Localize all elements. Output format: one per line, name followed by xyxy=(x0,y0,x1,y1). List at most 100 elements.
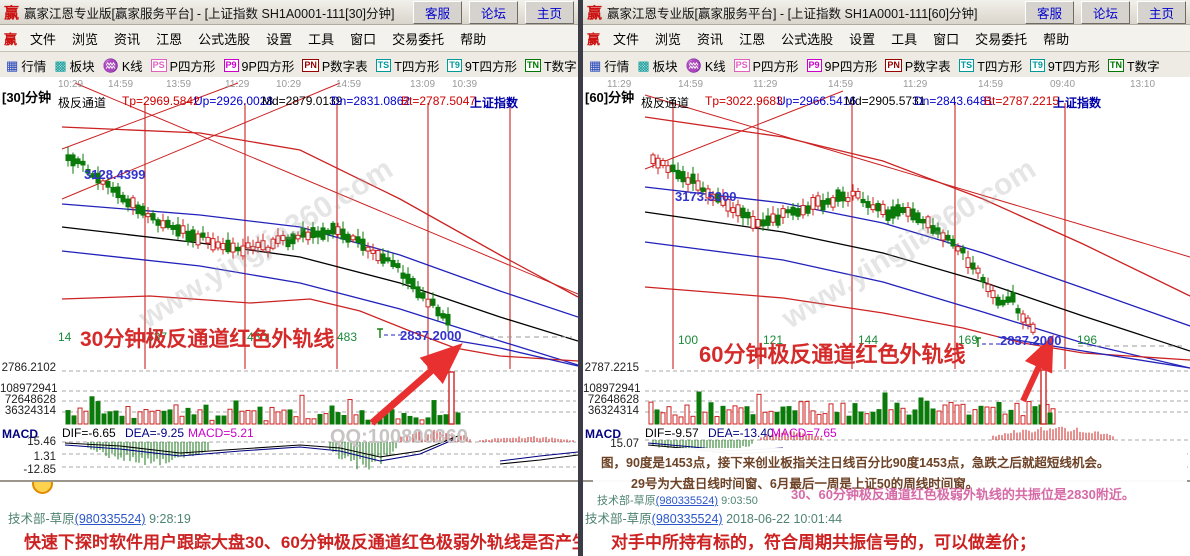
titlebar-links: 客服 论坛 主页 xyxy=(406,0,574,24)
toolbar-badge-icon: T9 xyxy=(1030,59,1045,72)
menu-item-5[interactable]: 设置 xyxy=(266,31,293,47)
volume-axis-label: 108972941 xyxy=(583,383,641,395)
macd-label: MACD xyxy=(585,427,621,441)
legend-tp: Tp=3022.9683 xyxy=(705,94,783,108)
titlebar-button-0[interactable]: 客服 xyxy=(1024,0,1074,24)
chart-area[interactable]: [30]分钟 10:29 14:59 13:59 11:29 10:29 14:59 13:… xyxy=(0,77,578,480)
time-tick: 11:29 xyxy=(607,79,632,90)
volume-axis-label: 36324314 xyxy=(4,405,56,417)
menu-item-0[interactable]: 文件 xyxy=(613,31,640,47)
menu-items: 文件 浏览 资讯 江恩 公式选股 设置 工具 窗口 交易委托 帮助 xyxy=(22,27,494,50)
app-logo-icon: 赢 xyxy=(587,31,601,47)
toolbar-button-8[interactable]: TN T数字 xyxy=(1106,56,1162,75)
toolbar-button-1[interactable]: ▩ 板块 xyxy=(635,56,679,75)
toolbar-button-3[interactable]: PS P四方形 xyxy=(149,56,218,75)
toolbar-button-0[interactable]: ▦ 行情 xyxy=(587,56,631,75)
menu-item-3[interactable]: 江恩 xyxy=(739,31,766,47)
menu-item-8[interactable]: 交易委托 xyxy=(392,31,445,47)
toolbar-button-4[interactable]: P9 9P四方形 xyxy=(805,56,880,75)
time-tick: 10:29 xyxy=(58,79,84,90)
toolbar-label: 9P四方形 xyxy=(824,60,878,74)
titlebar-button-1[interactable]: 论坛 xyxy=(1080,0,1130,24)
time-tick: 10:29 xyxy=(276,79,302,90)
menu-item-3[interactable]: 江恩 xyxy=(156,31,183,47)
legend-md: Md=2905.5731 xyxy=(845,94,926,108)
price-axis-label: 2787.2215 xyxy=(584,362,639,374)
menu-item-6[interactable]: 工具 xyxy=(891,31,918,47)
toolbar-label: P四方形 xyxy=(752,60,799,74)
toolbar-button-7[interactable]: T9 9T四方形 xyxy=(445,56,519,75)
window-titlebar[interactable]: 赢 赢家江恩专业版[赢家服务平台] - [上证指数 SH1A0001-111[6… xyxy=(583,0,1190,25)
menu-item-1[interactable]: 浏览 xyxy=(72,31,99,47)
volume-axis-label: 108972941 xyxy=(0,383,58,395)
titlebar-button-2[interactable]: 主页 xyxy=(524,0,574,24)
toolbar-button-5[interactable]: PN P数字表 xyxy=(883,56,952,75)
toolbar-button-3[interactable]: PS P四方形 xyxy=(732,56,801,75)
menu-item-6[interactable]: 工具 xyxy=(308,31,335,47)
toolbar-button-0[interactable]: ▦ 行情 xyxy=(4,56,48,75)
toolbar-button-2[interactable]: ♒ K线 xyxy=(684,56,728,75)
menu-item-5[interactable]: 设置 xyxy=(849,31,876,47)
chat-sender-name: 技术部-草原 xyxy=(585,512,652,526)
macd-axis-label: -12.85 xyxy=(23,464,56,476)
chat-header: 技术部-草原(980335524) 2018-06-22 10:01:44 xyxy=(585,508,842,527)
chat-sender-name: 技术部-草原 xyxy=(8,512,75,526)
titlebar-button-2[interactable]: 主页 xyxy=(1136,0,1186,24)
window-titlebar[interactable]: 赢 赢家江恩专业版[赢家服务平台] - [上证指数 SH1A0001-111[3… xyxy=(0,0,578,25)
sender-qq-link[interactable]: (980335524) xyxy=(655,495,719,507)
titlebar-button-0[interactable]: 客服 xyxy=(412,0,462,24)
menu-item-2[interactable]: 资讯 xyxy=(114,31,141,47)
toolbar-badge-icon: TS xyxy=(958,59,975,72)
watermark-qq: QQ:100800360 xyxy=(330,426,468,448)
toolbar: ▦ 行情 ▩ 板块 ♒ K线 PS P四方形 P9 9P四方形 PN P数字表 TS T四方形 T9 9T四方… xyxy=(0,52,578,80)
menu-item-4[interactable]: 公式选股 xyxy=(198,31,251,47)
menu-item-7[interactable]: 窗口 xyxy=(933,31,960,47)
overlay-line-1: 图，90度是1453点，接下来创业板指关注日线百分比90度1453点，急跌之后就… xyxy=(601,456,1110,470)
chart-area[interactable]: [60]分钟 11:29 14:59 11:29 14:59 11:29 14:59 09:… xyxy=(583,77,1190,480)
menu-item-7[interactable]: 窗口 xyxy=(350,31,377,47)
menu-item-4[interactable]: 公式选股 xyxy=(781,31,834,47)
grid-icon: ▦ xyxy=(589,58,602,73)
titlebar-button-1[interactable]: 论坛 xyxy=(468,0,518,24)
toolbar-button-6[interactable]: TS T四方形 xyxy=(374,56,442,75)
cycle-number: 14 xyxy=(58,330,72,344)
chart-canvas[interactable] xyxy=(0,77,578,480)
chat-qq-link[interactable]: (980335524) xyxy=(651,512,723,526)
time-tick: 13:59 xyxy=(166,79,192,90)
cycle-number: 100 xyxy=(678,333,699,347)
cycle-number: 144 xyxy=(858,333,879,347)
toolbar-button-6[interactable]: TS T四方形 xyxy=(957,56,1025,75)
macd-dif: DIF=-9.57 xyxy=(645,426,699,440)
chat-qq-link[interactable]: (980335524) xyxy=(74,512,146,526)
toolbar-button-2[interactable]: ♒ K线 xyxy=(101,56,145,75)
time-tick: 14:59 xyxy=(978,79,1004,90)
menu-item-2[interactable]: 资讯 xyxy=(697,31,724,47)
channel-annotation: 60分钟极反通道红色外轨线 xyxy=(699,342,966,367)
toolbar-label: 行情 xyxy=(21,60,47,74)
menu-item-9[interactable]: 帮助 xyxy=(460,31,487,47)
time-tick: 13:10 xyxy=(1130,79,1156,90)
app-logo-icon: 赢 xyxy=(4,4,20,22)
toolbar-label: 9P四方形 xyxy=(241,60,295,74)
toolbar-button-5[interactable]: PN P数字表 xyxy=(300,56,369,75)
time-tick: 11:29 xyxy=(903,79,928,90)
menu-item-8[interactable]: 交易委托 xyxy=(975,31,1028,47)
toolbar-label: K线 xyxy=(704,60,726,74)
menu-item-1[interactable]: 浏览 xyxy=(655,31,682,47)
toolbar-label: T数字 xyxy=(543,60,577,74)
avatar xyxy=(32,482,53,494)
chart-window-30min: 赢 赢家江恩专业版[赢家服务平台] - [上证指数 SH1A0001-111[3… xyxy=(0,0,578,556)
chart-canvas[interactable] xyxy=(583,77,1190,480)
overlay-sender: 技术部-草原(980335524) 9:03:50 xyxy=(597,492,758,508)
window-title: 赢家江恩专业版[赢家服务平台] - [上证指数 SH1A0001-111[30]… xyxy=(24,6,395,21)
toolbar-button-4[interactable]: P9 9P四方形 xyxy=(222,56,297,75)
toolbar-button-8[interactable]: TN T数字 xyxy=(523,56,578,75)
macd-dea: DEA=-9.25 xyxy=(125,426,185,440)
menu-item-0[interactable]: 文件 xyxy=(30,31,57,47)
cycle-number: 196 xyxy=(1077,333,1098,347)
toolbar-button-1[interactable]: ▩ 板块 xyxy=(52,56,96,75)
toolbar-button-7[interactable]: T9 9T四方形 xyxy=(1028,56,1102,75)
menu-item-9[interactable]: 帮助 xyxy=(1043,31,1070,47)
target-price-label: 2837.2000 xyxy=(400,328,462,343)
